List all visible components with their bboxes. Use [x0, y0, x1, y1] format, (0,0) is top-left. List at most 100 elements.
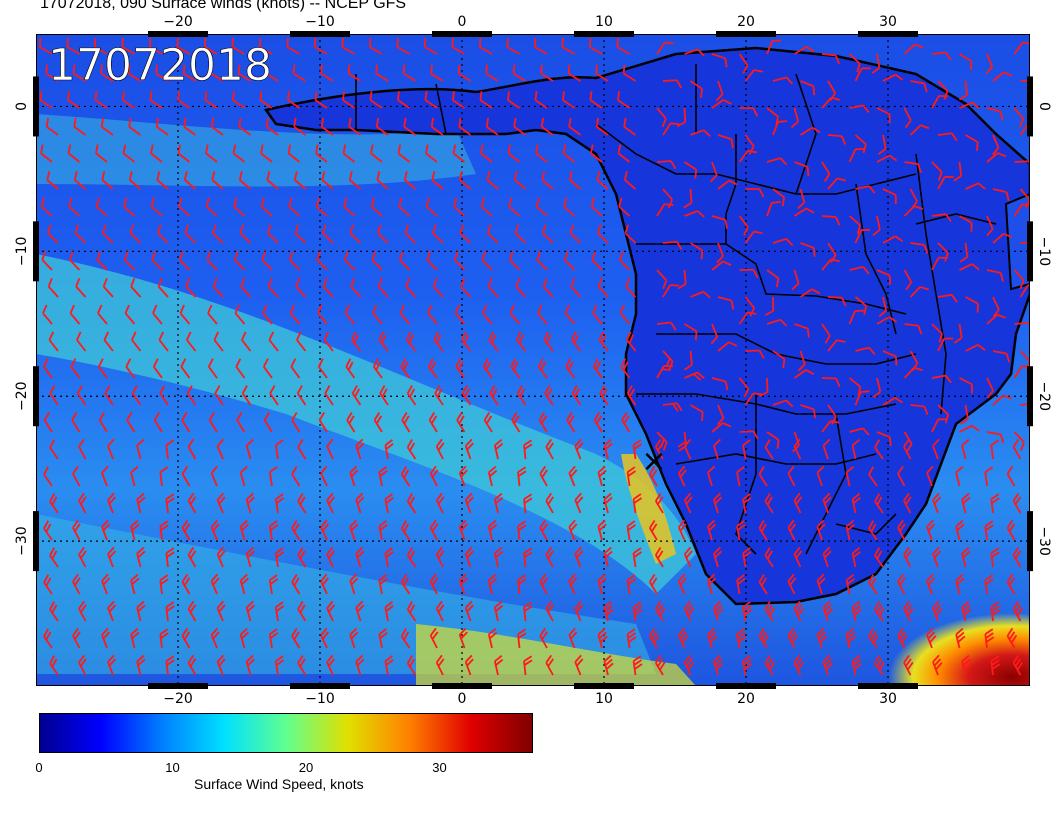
wind-barb — [816, 573, 826, 595]
wind-barb-feather — [905, 496, 912, 505]
wind-barb-feather — [275, 547, 284, 554]
wind-barb-staff — [574, 607, 582, 622]
wind-barb — [49, 601, 59, 622]
wind-barb-feather — [186, 385, 193, 394]
wind-barb-feather — [693, 373, 702, 381]
wind-barb-feather — [495, 550, 504, 558]
wind-barb-feather — [423, 38, 427, 48]
wind-barb-feather — [275, 659, 285, 666]
wind-barb-staff — [286, 46, 300, 55]
wind-barb-feather — [617, 144, 622, 154]
wind-barb — [404, 224, 417, 244]
border-line — [855, 183, 897, 335]
wind-barb-feather — [486, 171, 491, 181]
wind-barb-feather — [574, 654, 582, 663]
wind-barb — [378, 466, 388, 487]
wind-barb — [43, 412, 53, 433]
wind-barb-staff — [855, 346, 870, 352]
wind-barb-feather — [49, 493, 56, 502]
wind-barb-feather — [655, 600, 662, 610]
wind-barb-staff — [297, 554, 307, 568]
wind-barb-feather — [906, 661, 914, 671]
wind-barb-feather — [960, 418, 969, 425]
wind-barb-feather — [627, 524, 636, 531]
wind-barb — [213, 331, 224, 352]
wind-barb-staff — [539, 635, 548, 649]
wind-barb — [136, 600, 146, 622]
wind-barb-feather — [523, 659, 533, 666]
wind-barb-staff — [149, 46, 163, 55]
wind-barb-staff — [43, 366, 53, 379]
wind-barb — [245, 600, 255, 622]
bottom-axis: −20 −10 0 10 20 30 — [148, 683, 918, 707]
wind-barb-feather — [320, 64, 323, 74]
wind-barb — [377, 277, 389, 298]
wind-barb-feather — [576, 658, 584, 667]
wind-barb-staff — [931, 213, 946, 217]
wind-barb-feather — [299, 496, 306, 505]
wind-barb-feather — [742, 439, 751, 446]
wind-barb-feather — [539, 465, 547, 475]
wind-barb-feather — [592, 304, 598, 314]
wind-barb-staff — [181, 635, 191, 649]
wind-barb-feather — [932, 600, 940, 609]
wind-barb-staff — [487, 472, 493, 487]
wind-barb-staff — [656, 160, 672, 163]
wind-barb — [739, 107, 759, 117]
wind-barb — [165, 601, 175, 622]
wind-barb-staff — [545, 500, 554, 514]
wind-barb — [423, 38, 438, 55]
wind-barb-feather — [275, 493, 284, 500]
wind-barb — [214, 385, 224, 406]
wind-barb-feather — [933, 658, 942, 667]
wind-barb — [744, 134, 755, 155]
wind-barb — [274, 439, 284, 460]
wind-barb-feather — [737, 524, 746, 531]
wind-barb — [851, 547, 861, 568]
wind-barb — [931, 323, 943, 343]
wind-barb-feather — [830, 420, 840, 424]
wind-barb-staff — [72, 635, 81, 649]
wind-barb-feather — [574, 600, 582, 609]
wind-barb-staff — [1012, 554, 1022, 568]
wind-barb-feather — [297, 493, 304, 502]
wind-barb-staff — [425, 152, 438, 163]
wind-barb-feather — [512, 64, 516, 74]
wind-barb-staff — [210, 472, 218, 487]
wind-barb — [384, 547, 394, 568]
wind-barb — [122, 144, 136, 163]
wind-barb-feather — [684, 654, 692, 663]
wind-barb — [1019, 188, 1031, 209]
wind-barb-staff — [965, 296, 979, 305]
wind-barb-staff — [427, 312, 438, 325]
wind-barb — [544, 385, 554, 406]
wind-barb-feather — [432, 224, 437, 234]
wind-barb-feather — [406, 601, 413, 610]
wind-barb — [435, 654, 445, 676]
wind-barb-feather — [406, 439, 413, 448]
wind-barb-feather — [207, 358, 214, 368]
wind-barb-staff — [662, 240, 678, 244]
wind-barb-feather — [684, 438, 692, 447]
wind-barb — [128, 117, 142, 136]
wind-barb-feather — [1018, 118, 1025, 128]
wind-barb-feather — [927, 577, 936, 586]
wind-barb-staff — [827, 177, 838, 190]
wind-barb-feather — [604, 442, 613, 451]
wind-barb — [827, 296, 847, 307]
wind-barb — [1006, 465, 1016, 487]
wind-barb-feather — [437, 496, 445, 505]
wind-barb-feather — [123, 251, 129, 261]
wind-barb-feather — [299, 604, 306, 613]
wind-barb-feather — [107, 546, 115, 555]
wind-barb-staff — [603, 499, 609, 514]
wind-barb — [758, 574, 768, 595]
wind-barb — [127, 64, 141, 82]
wind-barb-feather — [1020, 441, 1025, 451]
wind-barb-feather — [923, 406, 929, 416]
wind-barb-staff — [821, 96, 833, 109]
wind-barb-staff — [431, 126, 444, 136]
wind-barb — [155, 64, 169, 82]
wind-barb — [684, 161, 698, 179]
wind-barb-feather — [266, 171, 271, 181]
